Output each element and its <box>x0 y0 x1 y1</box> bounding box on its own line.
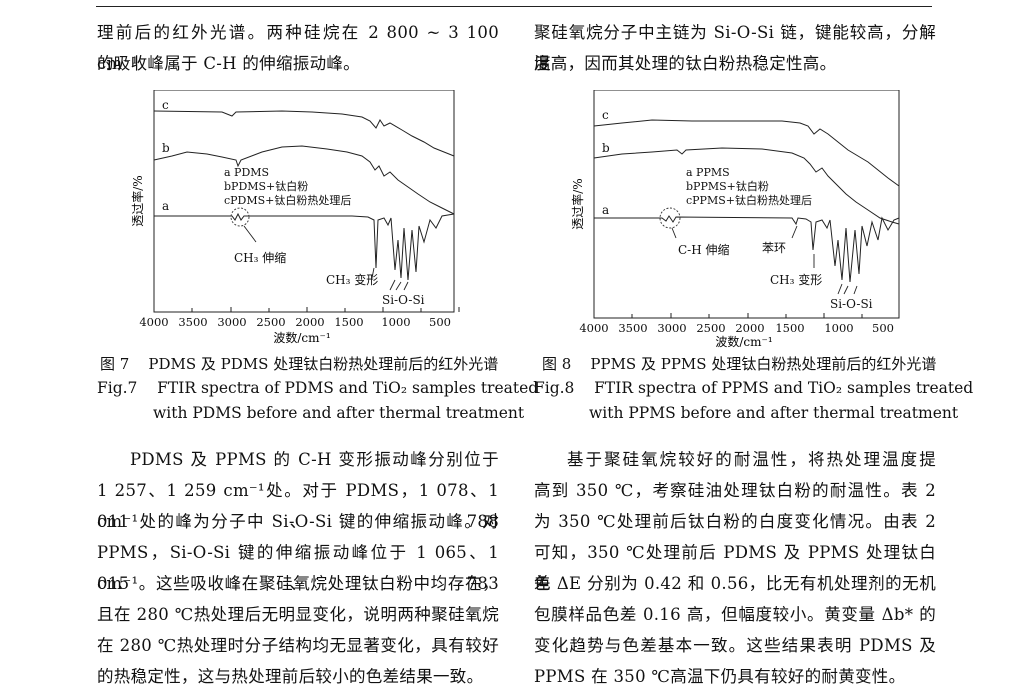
spectrum-curve-a <box>594 215 900 283</box>
caption-text: FTIR spectra of PDMS and TiO₂ samples tr… <box>157 379 539 397</box>
legend-entry: a PDMS <box>224 166 269 179</box>
curve-label-a: a <box>162 199 169 213</box>
x-tick-label: 500 <box>872 321 894 335</box>
y-axis-label: 透过率/% <box>130 175 145 226</box>
fig8-caption-en: Fig.8 FTIR spectra of PPMS and TiO₂ samp… <box>534 376 973 400</box>
caption-number: 图 7 <box>100 355 130 373</box>
text-line: 的吸收峰属于 C-H 的伸缩振动峰。 <box>97 54 360 73</box>
figure-7-plot: 4000 3500 3000 2500 2000 1500 1000 500 波… <box>130 90 460 345</box>
legend-entry: bPPMS+钛白粉 <box>686 179 769 193</box>
text-line: 1 257、1 259 cm⁻¹处。对于 PDMS，1 078、1 011、78… <box>97 481 499 531</box>
text-line: 基于聚硅氧烷较好的耐温性，将热处理温度提 <box>567 450 936 469</box>
text-line: 聚硅氧烷分子中主链为 Si-O-Si 链，键能较高，分解温 <box>534 23 936 73</box>
caption-text: FTIR spectra of PPMS and TiO₂ samples tr… <box>594 379 974 397</box>
text-line: 且在 280 ℃热处理后无明显变化，说明两种聚硅氧烷 <box>97 605 499 624</box>
header-rule <box>96 6 932 7</box>
x-axis-label: 波数/cm⁻¹ <box>273 330 330 345</box>
x-tick-label: 1000 <box>824 321 853 335</box>
left-body-paragraph: PDMS 及 PPMS 的 C-H 变形振动峰分别位于 1 257、1 259 … <box>97 444 499 692</box>
text-line: 高到 350 ℃，考察硅油处理钛白粉的耐温性。表 2 <box>534 481 936 500</box>
figure-8-plot: 4000 3500 3000 2500 2000 1500 1000 500 波… <box>570 90 900 348</box>
annotation-ch3-bend: CH₃ 变形 <box>326 272 378 287</box>
spectrum-curve-a <box>154 212 455 281</box>
caption-number: Fig.7 <box>97 379 138 397</box>
curve-label-c: c <box>602 108 609 122</box>
text-line: cm⁻¹。这些吸收峰在聚硅氧烷处理钛白粉中均存在， <box>97 574 499 593</box>
fig8-caption-en-line2: with PPMS before and after thermal treat… <box>589 404 959 422</box>
x-tick-label: 3000 <box>217 315 246 329</box>
caption-number: 图 8 <box>542 355 572 373</box>
spectrum-curve-c <box>593 119 900 187</box>
curve-label-b: b <box>602 141 610 155</box>
legend-entry: bPDMS+钛白粉 <box>224 179 308 193</box>
fig7-caption-en-line2: with PDMS before and after thermal treat… <box>153 404 525 422</box>
x-tick-label: 2000 <box>735 321 764 335</box>
text-line: cm⁻¹处的峰为分子中 Si-O-Si 键的伸缩振动峰。对 <box>97 512 499 531</box>
fig7-caption-en: Fig.7 FTIR spectra of PDMS and TiO₂ samp… <box>97 376 538 400</box>
annotation-ch-stretch: C-H 伸缩 <box>678 242 730 257</box>
right-body-paragraph: 基于聚硅氧烷较好的耐温性，将热处理温度提 高到 350 ℃，考察硅油处理钛白粉的… <box>534 444 936 692</box>
x-tick-label: 2500 <box>696 321 725 335</box>
text-line: PDMS 及 PPMS 的 C-H 变形振动峰分别位于 <box>130 450 499 469</box>
text-line: 变化趋势与色差基本一致。这些结果表明 PDMS 及 <box>534 636 936 655</box>
x-axis-label: 波数/cm⁻¹ <box>715 334 772 348</box>
text-line: 包膜样品色差 0.16 高，但幅度较小。黄变量 Δb* 的 <box>534 605 936 624</box>
x-tick-label: 1500 <box>334 315 363 329</box>
text-line: 的热稳定性，这与热处理前后较小的色差结果一致。 <box>97 667 484 686</box>
x-tick-label: 4000 <box>139 315 168 329</box>
text-line: 理前后的红外光谱。两种硅烷在 2 800 ~ 3 100 cm⁻¹ <box>97 23 499 73</box>
fig8-caption-zh: 图 8 PPMS 及 PPMS 处理钛白粉热处理前后的红外光谱 <box>542 352 936 376</box>
right-top-paragraph: 聚硅氧烷分子中主链为 Si-O-Si 链，键能较高，分解温 度高，因而其处理的钛… <box>534 17 936 79</box>
text-line: PPMS 在 350 ℃高温下仍具有较好的耐黄变性。 <box>534 667 906 686</box>
text-line: PPMS，Si-O-Si 键的伸缩振动峰位于 1 065、1 015、783 <box>97 543 499 593</box>
x-tick-label: 3500 <box>618 321 647 335</box>
spectrum-curve-b <box>593 147 900 225</box>
text-line: 可知，350 ℃处理前后 PDMS 及 PPMS 处理钛白色 <box>534 543 936 593</box>
legend-entry: a PPMS <box>686 166 730 179</box>
left-top-paragraph: 理前后的红外光谱。两种硅烷在 2 800 ~ 3 100 cm⁻¹ 的吸收峰属于… <box>97 17 499 79</box>
x-tick-label: 3500 <box>178 315 207 329</box>
x-tick-label: 1000 <box>381 315 410 329</box>
annotation-ch3-stretch: CH₃ 伸缩 <box>234 250 286 265</box>
caption-text: PPMS 及 PPMS 处理钛白粉热处理前后的红外光谱 <box>590 355 937 373</box>
y-axis-label: 透过率/% <box>570 178 585 229</box>
caption-number: Fig.8 <box>534 379 575 397</box>
x-tick-label: 3000 <box>657 321 686 335</box>
fig7-caption-zh: 图 7 PDMS 及 PDMS 处理钛白粉热处理前后的红外光谱 <box>100 352 498 376</box>
x-tick-label: 500 <box>429 315 451 329</box>
text-line: 为 350 ℃处理前后钛白粉的白度变化情况。由表 2 <box>534 512 936 531</box>
curve-label-b: b <box>162 141 170 155</box>
annotation-benzene-ring: 苯环 <box>762 241 786 255</box>
legend-entry: cPDMS+钛白粉热处理后 <box>224 193 351 207</box>
x-tick-label: 4000 <box>579 321 608 335</box>
annotation-si-o-si: Si-O-Si <box>830 297 873 311</box>
text-line: 在 280 ℃热处理时分子结构均无显著变化，具有较好 <box>97 636 499 655</box>
x-tick-label: 1500 <box>775 321 804 335</box>
annotation-ch3-bend: CH₃ 变形 <box>770 272 822 287</box>
text-line: 差 ΔE 分别为 0.42 和 0.56，比无有机处理剂的无机 <box>534 574 936 593</box>
x-tick-label: 2500 <box>256 315 285 329</box>
text-line: 度高，因而其处理的钛白粉热稳定性高。 <box>534 54 837 73</box>
legend-entry: cPPMS+钛白粉热处理后 <box>686 193 812 207</box>
curve-label-a: a <box>602 203 609 217</box>
spectrum-curve-b <box>153 145 455 215</box>
curve-label-c: c <box>162 98 169 112</box>
caption-text: PDMS 及 PDMS 处理钛白粉热处理前后的红外光谱 <box>148 355 499 373</box>
annotation-si-o-si: Si-O-Si <box>382 293 425 307</box>
spectrum-curve-c <box>153 110 455 157</box>
x-tick-label: 2000 <box>295 315 324 329</box>
